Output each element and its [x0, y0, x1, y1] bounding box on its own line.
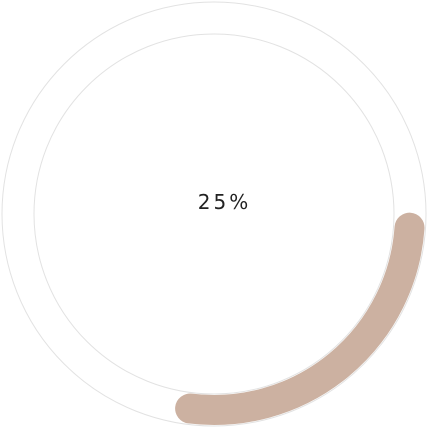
progress-percent-label: 25%: [197, 190, 252, 214]
progress-arc: [175, 212, 425, 425]
inner-track-ring: [33, 33, 395, 395]
